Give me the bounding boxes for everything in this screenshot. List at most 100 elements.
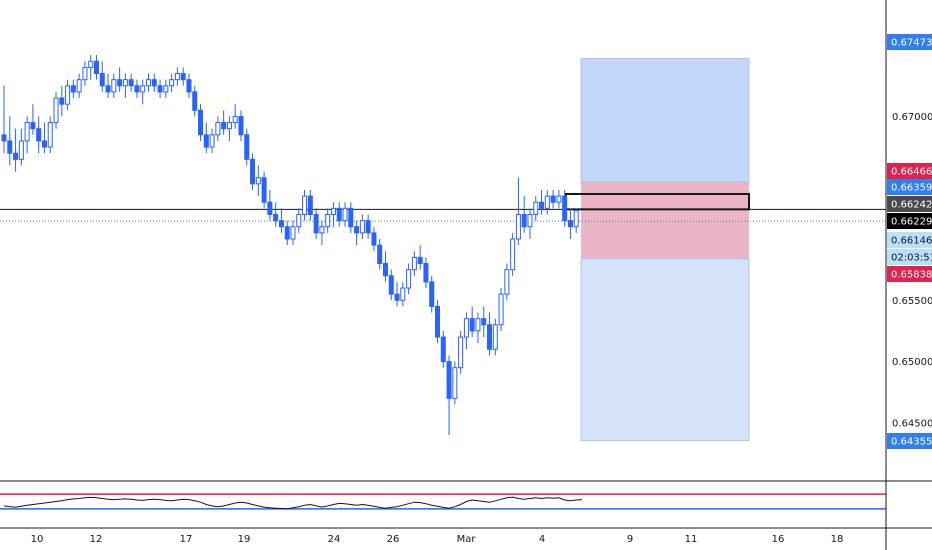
candle-body xyxy=(492,324,498,350)
price-tag-bg xyxy=(887,433,932,449)
candle-body xyxy=(504,269,510,295)
candle xyxy=(53,91,59,129)
candle xyxy=(128,73,134,92)
candle-body xyxy=(336,207,342,222)
candle-body xyxy=(59,97,65,105)
candle-body xyxy=(18,140,24,160)
candle xyxy=(469,306,475,338)
candle-body xyxy=(180,73,186,81)
candle xyxy=(70,79,76,99)
candle xyxy=(82,61,88,86)
candle-body xyxy=(76,79,82,93)
time-tick-label: 9 xyxy=(627,534,633,545)
candle xyxy=(226,116,232,141)
candle xyxy=(354,220,360,246)
candle xyxy=(365,214,371,239)
candle-body xyxy=(70,85,76,93)
candle xyxy=(307,189,313,221)
candle-body xyxy=(550,195,556,203)
candle-body xyxy=(122,79,128,87)
candle-body xyxy=(562,195,568,222)
candle xyxy=(13,128,19,172)
candle xyxy=(215,116,221,141)
candle-body xyxy=(469,318,475,332)
price-tags: 0.67473 0.66466 0.66359 0.66242 0.66229 0.661… xyxy=(887,34,932,449)
candle-body xyxy=(157,85,163,93)
candle xyxy=(382,251,388,282)
candle xyxy=(250,153,256,190)
price-tag-bg xyxy=(887,179,932,195)
time-tick-label: 11 xyxy=(685,534,698,545)
position-tool[interactable] xyxy=(565,57,750,442)
candle xyxy=(169,73,175,92)
time-axis[interactable]: 10 12 17 19 24 26 Mar 4 9 11 16 18 xyxy=(31,534,844,545)
candle xyxy=(146,73,151,92)
price-axis[interactable]: 0.67000 0.65500 0.65000 0.64500 xyxy=(892,112,932,429)
candle-body xyxy=(394,293,400,301)
candle-body xyxy=(544,195,550,209)
candle-body xyxy=(348,207,354,228)
candle-body xyxy=(400,287,406,301)
candle xyxy=(232,104,238,129)
candle xyxy=(452,361,458,405)
candle xyxy=(122,73,128,99)
candle xyxy=(475,312,481,344)
candle-body xyxy=(267,201,273,215)
price-tag-label: 0.66242 xyxy=(891,200,932,211)
candle-body xyxy=(93,60,99,75)
candle-body xyxy=(388,275,394,295)
candle xyxy=(359,214,365,239)
price-tag-label: 0.66229 xyxy=(891,217,932,228)
candle xyxy=(463,312,469,350)
price-tag-bid: 0.66146 xyxy=(887,232,932,248)
price-tag-label: 0.65838 xyxy=(891,270,932,281)
candle-body xyxy=(463,318,469,338)
price-tick-label: 0.67000 xyxy=(892,112,932,123)
candle-body xyxy=(302,195,308,215)
candle xyxy=(134,79,140,99)
candle xyxy=(458,330,464,374)
candle-body xyxy=(65,85,71,105)
candle xyxy=(163,79,169,99)
candle xyxy=(278,208,284,233)
time-tick-label: 17 xyxy=(180,534,193,545)
candle-body xyxy=(330,207,336,215)
price-tag-bg xyxy=(887,232,932,248)
price-tag-stop-lower: 0.65838 xyxy=(887,266,932,282)
candle-body xyxy=(573,210,579,228)
candle xyxy=(533,196,539,221)
candle xyxy=(423,257,429,289)
candle-body xyxy=(7,140,13,154)
price-tag-bg xyxy=(887,196,932,212)
candle xyxy=(348,202,354,233)
price-tick-label: 0.65000 xyxy=(892,357,932,368)
candle xyxy=(238,110,244,141)
candle-body xyxy=(192,91,198,111)
candle xyxy=(400,281,406,307)
candle xyxy=(510,232,516,276)
profit-zone-lower[interactable] xyxy=(580,258,750,442)
candle-body xyxy=(382,263,388,277)
candle-body xyxy=(203,134,209,148)
candle-body xyxy=(567,220,573,228)
candle-body xyxy=(446,361,452,399)
candle xyxy=(111,73,117,99)
price-tag-label: 0.66466 xyxy=(891,167,932,178)
candle xyxy=(429,275,435,313)
candle xyxy=(59,85,65,117)
candle xyxy=(394,281,400,307)
candle xyxy=(319,220,325,246)
candle xyxy=(180,67,186,86)
price-tag-label: 0.64355 xyxy=(891,437,932,448)
candle xyxy=(192,85,198,117)
candle xyxy=(562,189,568,227)
candle-body xyxy=(284,226,290,240)
candle xyxy=(550,189,556,209)
profit-zone-upper[interactable] xyxy=(580,57,750,183)
candle-body xyxy=(342,207,348,222)
candle-body xyxy=(354,226,360,234)
price-tag-label: 0.66146 xyxy=(891,236,932,247)
price-tag-countdown: 02:03:51 xyxy=(887,249,932,265)
candle-body xyxy=(487,324,493,350)
